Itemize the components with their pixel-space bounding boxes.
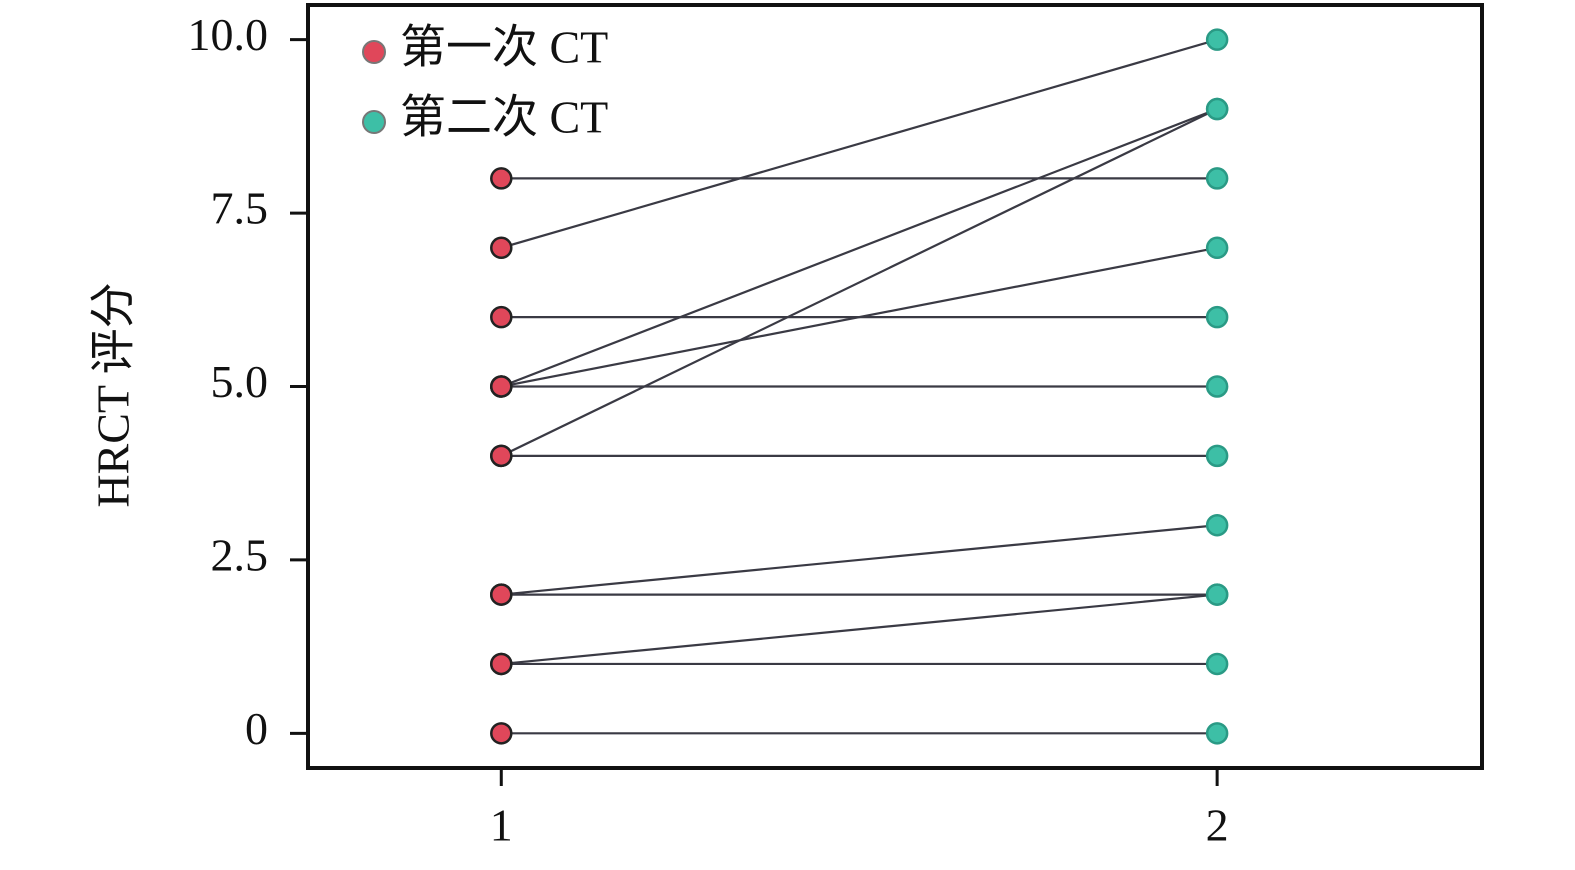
point	[1205, 583, 1229, 606]
pair-line	[501, 524, 1218, 596]
y-tick-label: 10.0	[188, 9, 269, 60]
point	[490, 375, 513, 398]
x-tick-label: 2	[1206, 800, 1229, 851]
point	[1205, 97, 1229, 121]
y-tick-label: 2.5	[211, 529, 269, 580]
y-tick-label: 0	[245, 703, 268, 754]
pair-line	[501, 593, 1218, 666]
point	[490, 583, 513, 606]
point	[1205, 305, 1229, 329]
y-tick-label: 5.0	[211, 356, 269, 407]
point	[1205, 236, 1229, 260]
point	[490, 444, 513, 468]
point	[1205, 722, 1229, 745]
legend-label: 第二次 CT	[400, 92, 608, 143]
point	[1205, 652, 1229, 676]
pair-line	[500, 38, 1218, 249]
legend-label: 第一次 CT	[400, 22, 608, 73]
point	[490, 722, 513, 745]
y-axis-label: HRCT 评分	[88, 282, 139, 507]
legend-marker	[362, 40, 386, 64]
point	[1205, 444, 1229, 468]
point	[1205, 375, 1229, 398]
point	[1205, 513, 1229, 537]
y-tick-label: 7.5	[211, 183, 269, 234]
point	[490, 305, 513, 329]
pair-line	[500, 108, 1218, 388]
x-tick-label: 1	[490, 800, 513, 851]
point	[490, 236, 513, 260]
pair-line	[500, 108, 1218, 457]
point	[1205, 167, 1229, 190]
point	[490, 167, 513, 190]
point	[1205, 28, 1229, 51]
legend-marker	[362, 110, 386, 134]
point	[490, 652, 513, 676]
